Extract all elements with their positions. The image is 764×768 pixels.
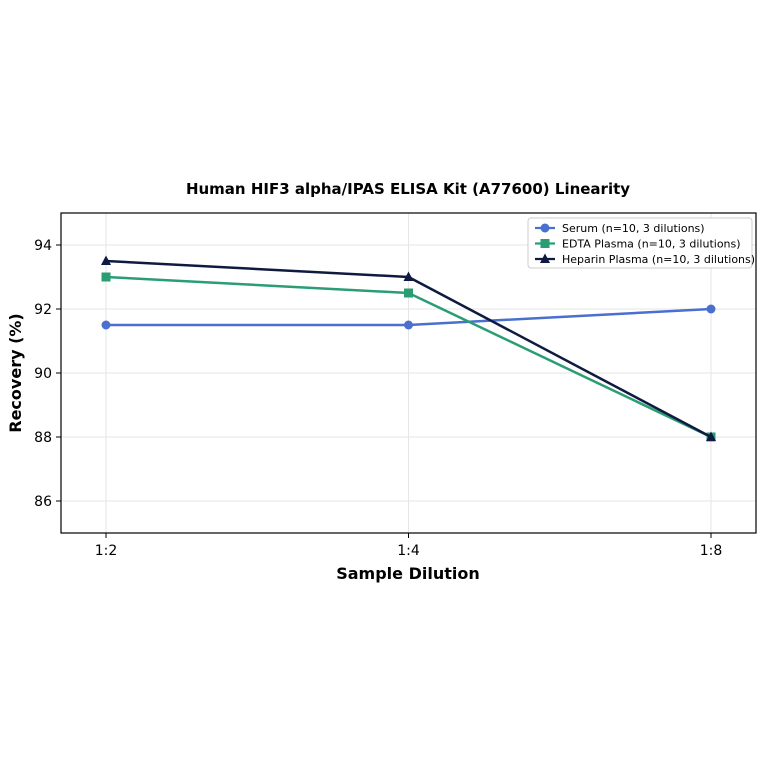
legend-label: Heparin Plasma (n=10, 3 dilutions) (562, 253, 755, 266)
data-point (101, 320, 111, 330)
data-point (101, 255, 111, 265)
y-tick-label: 86 (34, 494, 52, 510)
legend-label: EDTA Plasma (n=10, 3 dilutions) (562, 238, 741, 251)
data-point (403, 271, 414, 281)
legend-item: Heparin Plasma (n=10, 3 dilutions) (535, 253, 755, 266)
x-axis-ticks: 1:2 1:4 1:8 (95, 533, 723, 559)
series-layer (101, 255, 716, 442)
legend-box (527, 217, 753, 269)
legend-label: Serum (n=10, 3 dilutions) (562, 222, 705, 235)
y-axis-label: Recovery (%) (6, 313, 25, 432)
chart-title: Human HIF3 alpha/IPAS ELISA Kit (A77600)… (186, 180, 630, 198)
legend-item: EDTA Plasma (n=10, 3 dilutions) (535, 238, 741, 251)
x-axis-label: Sample Dilution (336, 564, 480, 583)
series-0 (101, 304, 716, 330)
y-tick-label: 94 (34, 238, 52, 254)
legend: Serum (n=10, 3 dilutions) EDTA Plasma (n=… (527, 217, 755, 269)
series-2 (101, 255, 716, 441)
y-tick-label: 92 (34, 302, 52, 318)
grid (61, 213, 756, 533)
y-axis-ticks: 86 88 90 92 94 (34, 238, 61, 510)
legend-marker (540, 253, 550, 263)
legend-item: Serum (n=10, 3 dilutions) (535, 222, 705, 235)
x-tick-label: 1:8 (700, 543, 723, 559)
y-tick-label: 88 (34, 430, 52, 446)
legend-marker (540, 239, 550, 248)
legend-marker (540, 223, 550, 233)
data-point (706, 431, 716, 441)
data-point (101, 272, 111, 282)
data-point (404, 320, 413, 330)
y-tick-label: 90 (34, 366, 52, 382)
data-point (404, 288, 413, 298)
x-tick-label: 1:2 (95, 543, 118, 559)
x-tick-label: 1:4 (397, 543, 420, 559)
data-point (706, 304, 716, 314)
